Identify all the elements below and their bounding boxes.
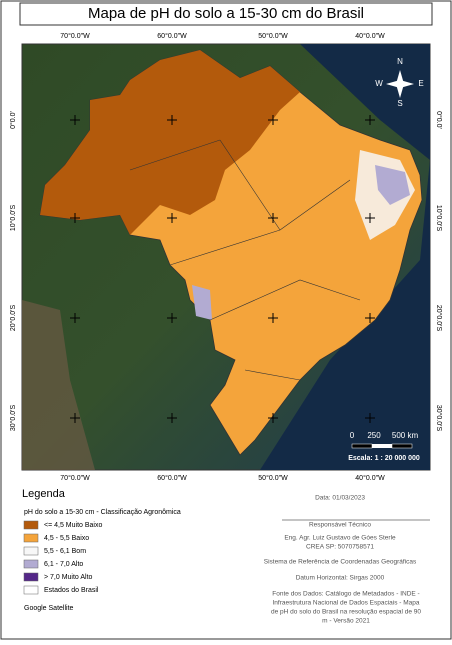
legend-swatch — [23, 520, 39, 530]
scale-label: 500 km — [392, 431, 419, 440]
source-line: m - Versão 2021 — [322, 618, 370, 625]
legend-swatch — [23, 546, 39, 556]
pantanal-region — [192, 285, 212, 320]
graticule-cross — [365, 413, 375, 423]
graticule-cross — [268, 115, 278, 125]
lat-label: 30°0.0'S — [9, 405, 17, 432]
legend-subtitle: pH do solo a 15-30 cm - Classificação Ag… — [24, 509, 181, 516]
legend-title: Legenda — [22, 488, 66, 500]
lat-label: 20°0.0'S — [9, 305, 17, 332]
lon-label: 70°0.0"W — [60, 32, 90, 40]
legend-swatch — [23, 559, 39, 569]
lon-label: 70°0.0"W — [60, 474, 90, 482]
source-line: de pH do solo do Brasil na resolução esp… — [271, 609, 421, 616]
low-ph-region — [40, 50, 300, 235]
scale-text: Escala: 1 : 20 000 000 — [348, 455, 420, 462]
graticule-cross — [70, 413, 80, 423]
title: Mapa de pH do solo a 15-30 cm do Brasil — [88, 5, 364, 22]
legend-swatch — [23, 572, 39, 582]
lon-label: 40°0.0"W — [355, 474, 385, 482]
crs: Sistema de Referência de Coordenadas Geo… — [264, 559, 417, 566]
title-box — [19, 2, 433, 26]
compass — [386, 70, 414, 98]
graticule-cross — [70, 115, 80, 125]
basemap-label: Google Satellite — [24, 605, 74, 612]
high-ph-region — [375, 165, 410, 205]
source: Fonte dos Dados: Catálogo de Metadados -… — [271, 591, 421, 625]
datum: Datum Horizontal: Sirgas 2000 — [296, 575, 385, 582]
state-borders — [129, 139, 361, 381]
graticule-cross — [167, 313, 177, 323]
date: Data: 01/03/2023 — [315, 495, 365, 502]
lon-label: 40°0.0"W — [355, 32, 385, 40]
andes — [22, 300, 95, 470]
legend-label: > 7,0 Muito Alto — [44, 574, 93, 581]
legend-swatch — [23, 533, 39, 543]
lat-label: 0°0.0' — [9, 111, 17, 129]
graticule-cross — [167, 115, 177, 125]
legend: <= 4,5 Muito Baixo 4,5 - 5,5 Baixo 5,5 - 6… — [23, 520, 102, 595]
legend-label: 4,5 - 5,5 Baixo — [44, 535, 89, 542]
graticule-cross — [70, 213, 80, 223]
lon-label: 60°0.0"W — [157, 474, 187, 482]
graticule: 70°0.0"W 70°0.0"W 60°0.0"W 60°0.0"W 50°0.0"W… — [9, 32, 443, 482]
source-line: Fonte dos Dados: Catálogo de Metadados -… — [272, 591, 419, 598]
lon-label: 50°0.0"W — [258, 32, 288, 40]
graticule-cross — [268, 413, 278, 423]
scale-label: 250 — [367, 431, 381, 440]
graticule-cross — [268, 213, 278, 223]
lat-label: 0°0.0' — [435, 111, 443, 129]
legend-label: 6,1 - 7,0 Alto — [44, 561, 83, 568]
lat-label: 10°0.0'S — [435, 205, 443, 232]
responsible: Responsável Técnico — [309, 522, 371, 529]
lat-label: 20°0.0'S — [435, 305, 443, 332]
legend-label: 5,5 - 6,1 Bom — [44, 548, 86, 555]
lat-label: 10°0.0'S — [9, 205, 17, 232]
legend-label: Estados do Brasil — [44, 587, 99, 594]
scale-label: 0 — [350, 431, 355, 440]
source-line: Infraestrutura Nacional de Dados Espacia… — [272, 600, 419, 607]
compass-n: N — [397, 57, 403, 66]
compass-e: E — [418, 79, 423, 88]
graticule-cross — [167, 413, 177, 423]
compass-w: W — [375, 79, 383, 88]
scale-bar — [351, 443, 413, 449]
graticule-cross — [365, 115, 375, 125]
compass-s: S — [397, 99, 402, 108]
graticule-cross — [268, 313, 278, 323]
graticule-cross — [70, 313, 80, 323]
legend-label: <= 4,5 Muito Baixo — [44, 522, 102, 529]
lat-label: 30°0.0'S — [435, 405, 443, 432]
responsible: Eng. Agr. Luiz Gustavo de Góes Sterle — [284, 535, 396, 542]
responsible: CREA SP: 5070758571 — [306, 544, 374, 551]
graticule-cross — [365, 213, 375, 223]
lon-label: 60°0.0"W — [157, 32, 187, 40]
ocean — [260, 44, 430, 470]
graticule-cross — [167, 213, 177, 223]
legend-swatch — [23, 585, 39, 595]
lon-label: 50°0.0"W — [258, 474, 288, 482]
graticule-cross — [365, 313, 375, 323]
